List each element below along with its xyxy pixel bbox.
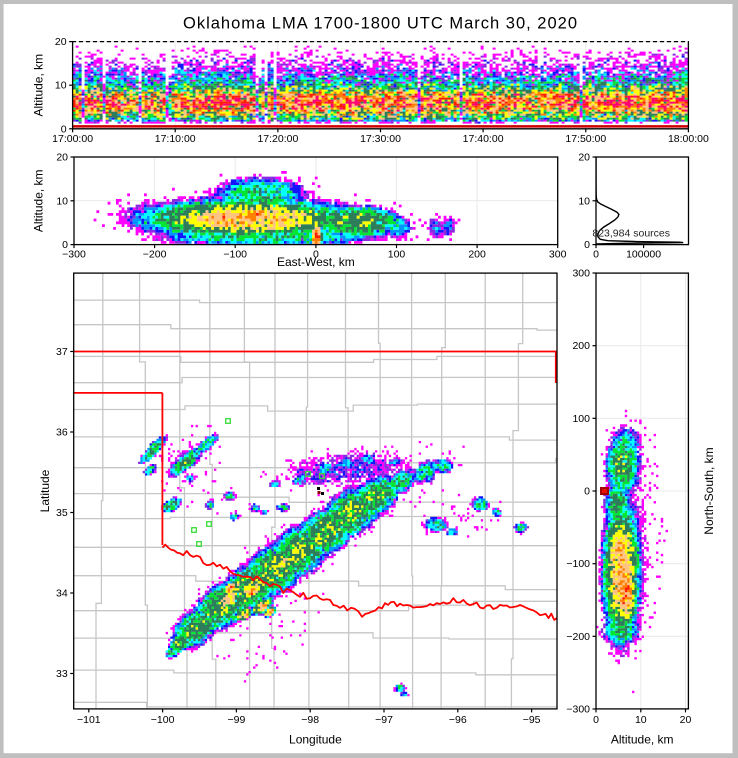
svg-text:300: 300	[572, 268, 590, 280]
svg-text:−200: −200	[143, 249, 167, 261]
svg-text:17:20:00: 17:20:00	[257, 133, 298, 145]
svg-text:Longitude: Longitude	[289, 733, 342, 747]
svg-text:0: 0	[584, 239, 590, 251]
svg-text:100: 100	[388, 249, 406, 261]
svg-text:18:00:00: 18:00:00	[668, 133, 709, 145]
svg-text:10: 10	[56, 195, 68, 207]
svg-text:17:30:00: 17:30:00	[360, 133, 401, 145]
svg-text:Oklahoma LMA 1700-1800 UTC Mar: Oklahoma LMA 1700-1800 UTC March 30, 202…	[183, 15, 578, 33]
svg-text:East-West, km: East-West, km	[277, 255, 355, 269]
svg-text:34: 34	[56, 588, 68, 600]
svg-text:−95: −95	[523, 714, 541, 726]
svg-text:−100: −100	[151, 714, 175, 726]
svg-text:20: 20	[55, 36, 67, 48]
svg-text:35: 35	[56, 507, 68, 519]
svg-text:Altitude, km: Altitude, km	[32, 169, 46, 232]
svg-text:100: 100	[572, 413, 590, 425]
svg-text:17:40:00: 17:40:00	[463, 133, 504, 145]
svg-text:200: 200	[468, 249, 486, 261]
svg-text:−200: −200	[566, 631, 590, 643]
svg-text:0: 0	[61, 123, 67, 135]
svg-text:Altitude, km: Altitude, km	[611, 733, 674, 747]
svg-text:0: 0	[584, 486, 590, 498]
svg-text:0: 0	[593, 714, 599, 726]
svg-text:−98: −98	[301, 714, 319, 726]
svg-text:17:10:00: 17:10:00	[155, 133, 196, 145]
svg-text:0: 0	[593, 249, 599, 261]
svg-text:−96: −96	[449, 714, 467, 726]
svg-text:10: 10	[578, 195, 590, 207]
svg-text:−300: −300	[566, 704, 590, 716]
svg-text:−99: −99	[227, 714, 245, 726]
svg-text:−97: −97	[375, 714, 393, 726]
svg-text:20: 20	[578, 152, 590, 164]
svg-text:100000: 100000	[626, 249, 661, 261]
svg-text:10: 10	[635, 714, 647, 726]
svg-text:North-South, km: North-South, km	[702, 447, 716, 534]
svg-text:−100: −100	[223, 249, 247, 261]
svg-text:10: 10	[55, 80, 67, 92]
svg-text:200: 200	[572, 340, 590, 352]
svg-text:17:50:00: 17:50:00	[565, 133, 606, 145]
svg-text:0: 0	[62, 239, 68, 251]
svg-text:−300: −300	[62, 249, 86, 261]
svg-text:0: 0	[313, 249, 319, 261]
svg-text:17:00:00: 17:00:00	[52, 133, 93, 145]
svg-text:−100: −100	[566, 558, 590, 570]
svg-text:37: 37	[56, 346, 68, 358]
svg-text:Altitude, km: Altitude, km	[32, 54, 46, 117]
svg-text:20: 20	[56, 152, 68, 164]
svg-text:20: 20	[680, 714, 692, 726]
svg-text:823,984 sources: 823,984 sources	[592, 227, 670, 239]
svg-text:Latitude: Latitude	[38, 469, 52, 512]
svg-text:36: 36	[56, 427, 68, 439]
svg-text:300: 300	[549, 249, 567, 261]
svg-text:33: 33	[56, 668, 68, 680]
svg-text:−101: −101	[77, 714, 101, 726]
